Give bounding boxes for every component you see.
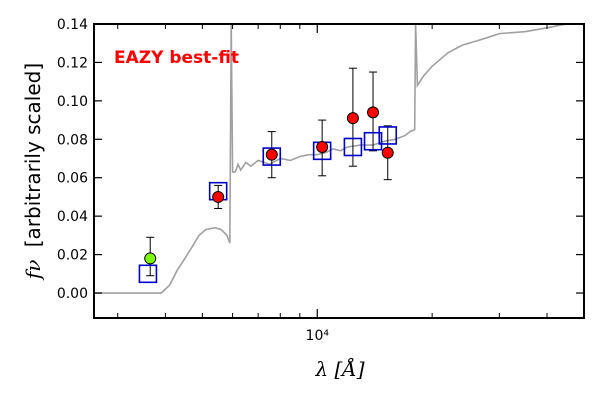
y-tick-label: 0.06 [57,171,88,187]
y-tick-label: 0.12 [57,55,88,71]
y-axis-symbol: fν [21,260,45,282]
model-spectrum-line [94,24,574,294]
model-flux-box [343,137,363,157]
svg-text:fν [arbitrarily scaled]: fν [arbitrarily scaled] [21,63,45,281]
y-tick-label: 0.00 [57,286,88,302]
model-flux-box [138,264,158,284]
x-axis-label: λ [Å] [314,356,364,381]
plot-background [94,24,584,318]
y-tick-label: 0.04 [57,209,88,225]
x-axis-label-text: λ [Å] [314,356,364,381]
y-axis-label: fν [arbitrarily scaled] [21,63,45,281]
model-flux-box [378,126,398,145]
y-axis-label-text: [arbitrarily scaled] [21,63,45,247]
observed-point [316,140,329,153]
annotation-label: EAZY best-fit [114,48,239,68]
observed-point [367,106,380,119]
model-flux-box [262,147,282,166]
y-tick-label: 0.10 [57,94,88,110]
model-flux-box [363,131,383,151]
y-tick-label: 0.14 [57,17,88,33]
y-tick-label: 0.08 [57,132,88,148]
observed-point [144,252,157,265]
plot-frame [93,23,585,319]
observed-point [212,190,225,203]
x-tick-label: 10⁴ [306,328,330,344]
observed-point [346,112,359,125]
observed-point [381,146,394,159]
observed-point [265,148,278,161]
y-tick-label: 0.02 [57,248,88,264]
